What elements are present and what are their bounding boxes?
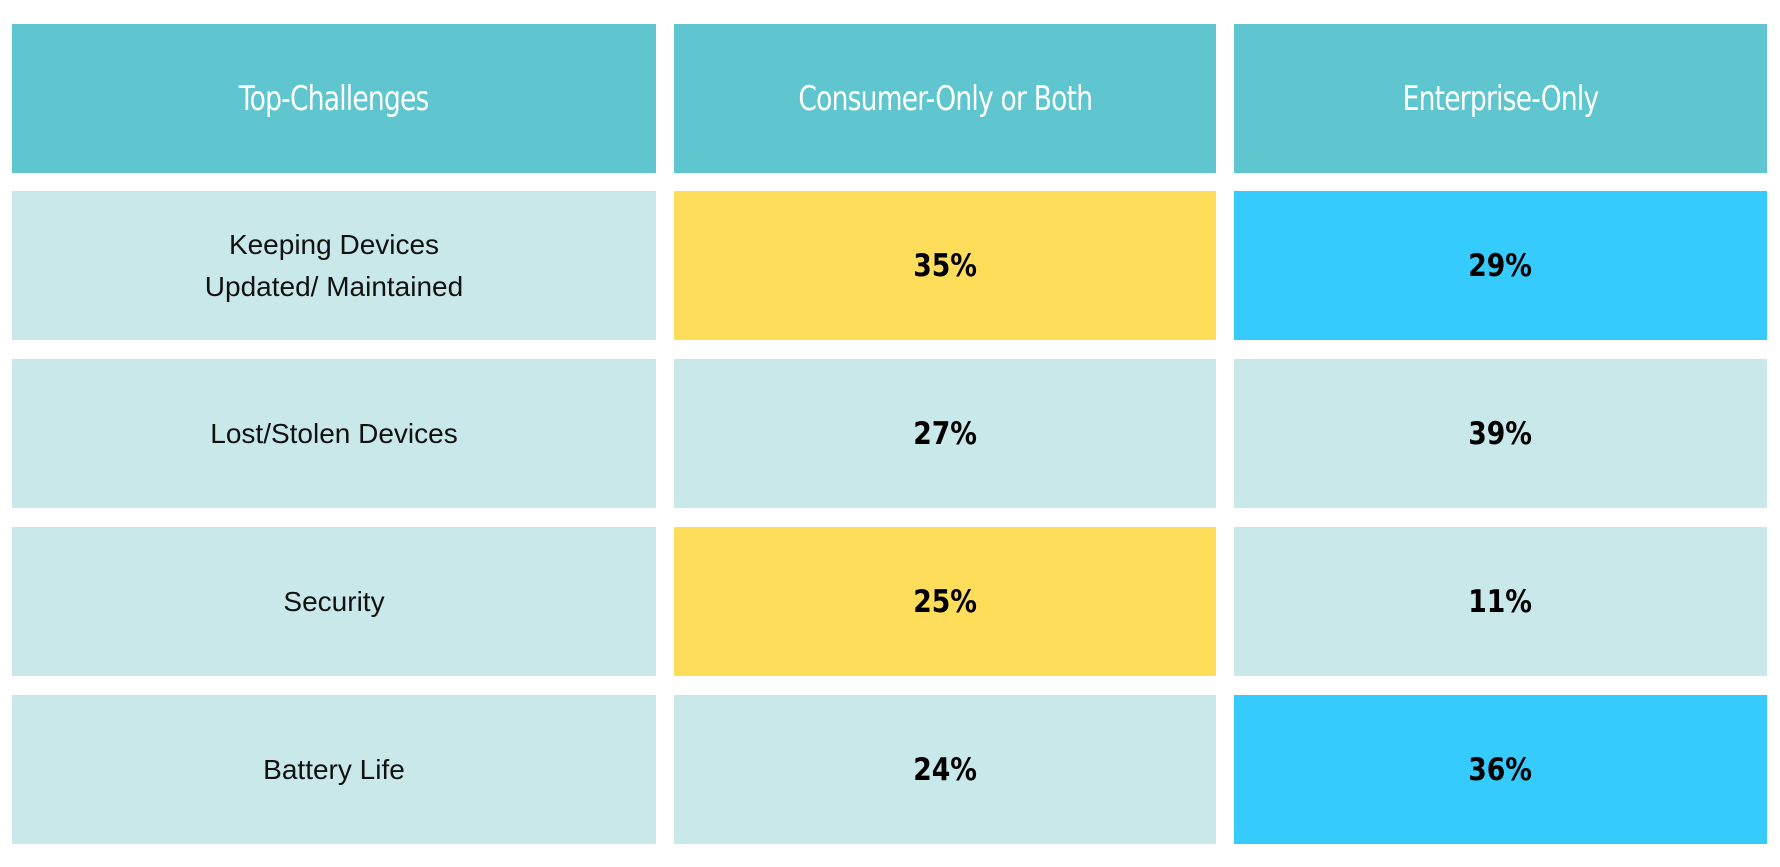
challenge-label: Keeping Devices Updated/ Maintained (12, 191, 656, 340)
consumer-value: 27% (674, 359, 1216, 508)
challenge-label: Lost/Stolen Devices (12, 359, 656, 508)
challenge-label: Battery Life (12, 695, 656, 844)
header-consumer-only-or-both: Consumer-Only or Both (674, 24, 1216, 173)
enterprise-value: 36% (1234, 695, 1767, 844)
consumer-value: 25% (674, 527, 1216, 676)
header-enterprise-only: Enterprise-Only (1234, 24, 1767, 173)
consumer-value: 24% (674, 695, 1216, 844)
challenge-label: Security (12, 527, 656, 676)
header-top-challenges: Top-Challenges (12, 24, 656, 173)
consumer-value: 35% (674, 191, 1216, 340)
enterprise-value: 11% (1234, 527, 1767, 676)
enterprise-value: 29% (1234, 191, 1767, 340)
enterprise-value: 39% (1234, 359, 1767, 508)
